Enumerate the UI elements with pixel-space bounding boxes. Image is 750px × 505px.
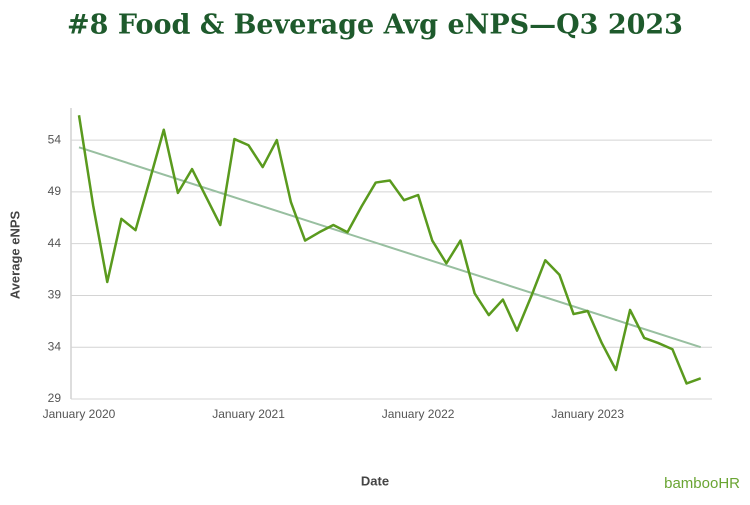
y-tick-label: 34 <box>48 339 62 353</box>
y-tick-label: 54 <box>48 132 62 146</box>
x-tick-label: January 2021 <box>212 407 285 421</box>
y-tick-label: 29 <box>48 391 62 405</box>
y-tick-label: 39 <box>48 288 62 302</box>
x-tick-label: January 2020 <box>43 407 116 421</box>
data-line <box>77 115 702 385</box>
y-axis-label: Average eNPS <box>7 210 22 299</box>
x-tick-label: January 2022 <box>382 407 455 421</box>
trend-line <box>78 146 702 349</box>
y-tick-label: 49 <box>48 184 62 198</box>
logo: bambooHR <box>664 475 740 492</box>
x-axis-label: Date <box>361 473 389 488</box>
x-tick-label: January 2023 <box>551 407 624 421</box>
y-tick-label: 44 <box>48 236 62 250</box>
chart-title: #8 Food & Beverage Avg eNPS—Q3 2023 <box>67 10 683 41</box>
